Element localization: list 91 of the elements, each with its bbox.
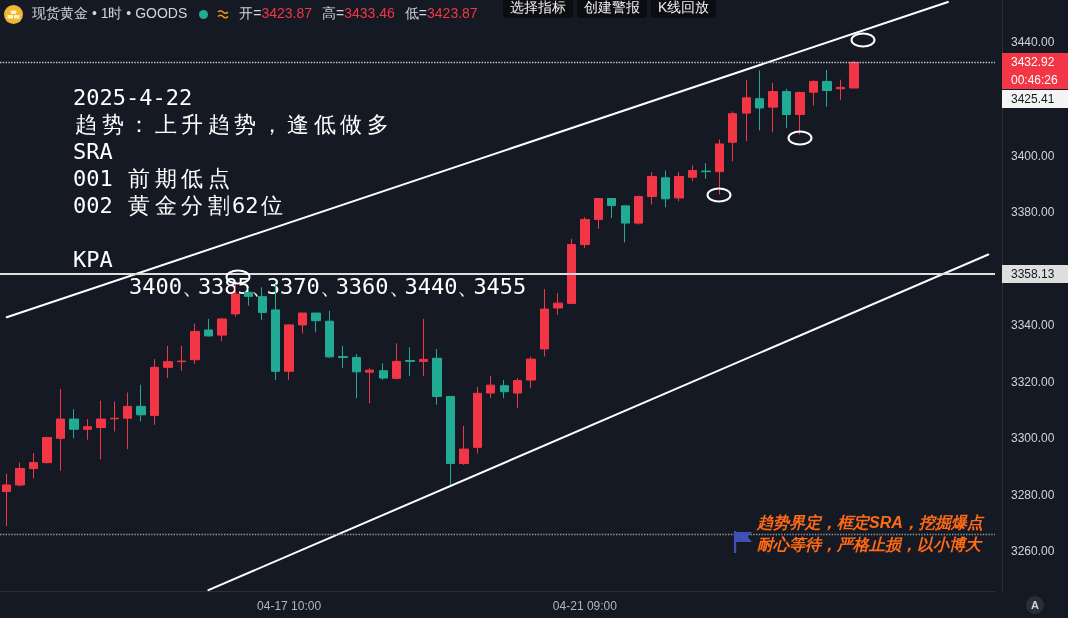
candlestick bbox=[647, 171, 657, 205]
candlestick bbox=[688, 164, 697, 182]
y-tick-label: 3440.00 bbox=[1011, 35, 1055, 50]
candlestick bbox=[42, 436, 52, 464]
candlestick bbox=[849, 60, 859, 89]
candlestick bbox=[500, 379, 509, 399]
candlestick bbox=[123, 391, 132, 450]
ref-line-label: 3432.92 bbox=[1002, 53, 1068, 72]
candlestick bbox=[56, 388, 65, 472]
annotation: 选择指标 bbox=[503, 0, 573, 18]
annotation: 开=3423.87 bbox=[239, 5, 313, 21]
candlestick bbox=[715, 138, 724, 196]
candlestick bbox=[311, 312, 321, 333]
candlestick bbox=[567, 238, 576, 305]
candlestick bbox=[2, 473, 11, 527]
x-tick-label: 04-17 10:00 bbox=[257, 599, 322, 613]
candlestick bbox=[822, 69, 832, 108]
annotation: SRA bbox=[73, 139, 113, 164]
candlestick bbox=[352, 353, 361, 399]
candlestick bbox=[446, 395, 455, 486]
candlestick bbox=[177, 345, 186, 372]
candlestick bbox=[29, 452, 38, 479]
candlestick bbox=[580, 216, 590, 249]
text: 3425.41 bbox=[1002, 90, 1068, 109]
candlestick bbox=[634, 194, 643, 226]
candlestick bbox=[405, 346, 415, 377]
annotation: 创建警报 bbox=[577, 0, 647, 18]
y-tick-label: 3300.00 bbox=[1011, 431, 1055, 446]
annotation: 高=3433.46 bbox=[322, 5, 395, 21]
y-tick-label: 3280.00 bbox=[1011, 487, 1055, 502]
candlestick bbox=[325, 310, 334, 359]
candlestick bbox=[136, 384, 146, 422]
candlestick bbox=[432, 348, 442, 406]
candlestick bbox=[392, 342, 401, 380]
annotation: 2025-4-22 bbox=[73, 85, 193, 110]
candlestick bbox=[69, 408, 79, 439]
candlestick bbox=[338, 345, 348, 369]
candlestick bbox=[163, 345, 173, 379]
chart-title: 现货黄金 • 1时 • GOODS bbox=[32, 5, 188, 23]
y-tick-label: 3380.00 bbox=[1011, 205, 1055, 220]
annotation: 低=3423.87 bbox=[404, 5, 478, 21]
candlestick bbox=[526, 356, 536, 389]
text: 00:46:26 bbox=[1002, 71, 1068, 90]
candlestick bbox=[540, 288, 549, 358]
candlestick bbox=[486, 375, 495, 399]
candlestick bbox=[298, 312, 307, 334]
candlestick bbox=[459, 425, 469, 466]
candlestick bbox=[83, 418, 92, 441]
candlestick bbox=[110, 401, 119, 433]
candlestick bbox=[728, 110, 737, 162]
annotation: 001 前期低点 bbox=[73, 166, 231, 191]
candlestick bbox=[795, 91, 805, 136]
annotation: K线回放 bbox=[651, 0, 717, 18]
annotation: 耐心等待，严格止损，以小博大 bbox=[757, 535, 981, 554]
candlestick bbox=[15, 462, 25, 487]
candlestick bbox=[782, 88, 791, 129]
candlestick bbox=[284, 323, 294, 381]
candlestick bbox=[594, 197, 603, 230]
candlestick bbox=[755, 69, 764, 131]
candlestick bbox=[217, 317, 227, 342]
candlestick bbox=[768, 82, 778, 133]
candlestick bbox=[513, 377, 522, 409]
candlestick bbox=[150, 358, 159, 426]
y-tick-label: 3400.00 bbox=[1011, 148, 1055, 163]
candlestick bbox=[621, 205, 630, 243]
candlestick bbox=[419, 318, 428, 377]
candlestick bbox=[661, 170, 670, 208]
ref-line-label: 3358.13 bbox=[1002, 264, 1068, 283]
candlestick bbox=[473, 386, 482, 455]
candlestick bbox=[809, 79, 818, 106]
text: 趋势：上升趋势，逢低做多 bbox=[75, 112, 389, 137]
candlestick bbox=[742, 79, 751, 142]
candlestick bbox=[258, 286, 267, 321]
y-tick-label: 3260.00 bbox=[1011, 544, 1055, 559]
candlestick bbox=[204, 318, 213, 337]
candlestick bbox=[607, 198, 616, 219]
candlestick bbox=[674, 171, 684, 202]
annotation: 002 黄金分割62位 bbox=[73, 193, 284, 218]
candlestick bbox=[836, 79, 845, 101]
candlestick bbox=[701, 162, 711, 180]
candlestick bbox=[379, 362, 388, 381]
candlestick bbox=[96, 400, 106, 460]
candlestick bbox=[553, 292, 563, 316]
annotation: KPA bbox=[73, 247, 113, 272]
candlestick bbox=[190, 322, 200, 365]
annotation: 趋势界定，框定SRA，挖掘爆点 bbox=[757, 513, 983, 532]
x-tick-label: 04-21 09:00 bbox=[552, 599, 618, 613]
y-tick-label: 3320.00 bbox=[1011, 374, 1055, 389]
text: A bbox=[1026, 596, 1044, 614]
y-tick-label: 3340.00 bbox=[1011, 318, 1055, 333]
candlestick bbox=[365, 367, 374, 404]
